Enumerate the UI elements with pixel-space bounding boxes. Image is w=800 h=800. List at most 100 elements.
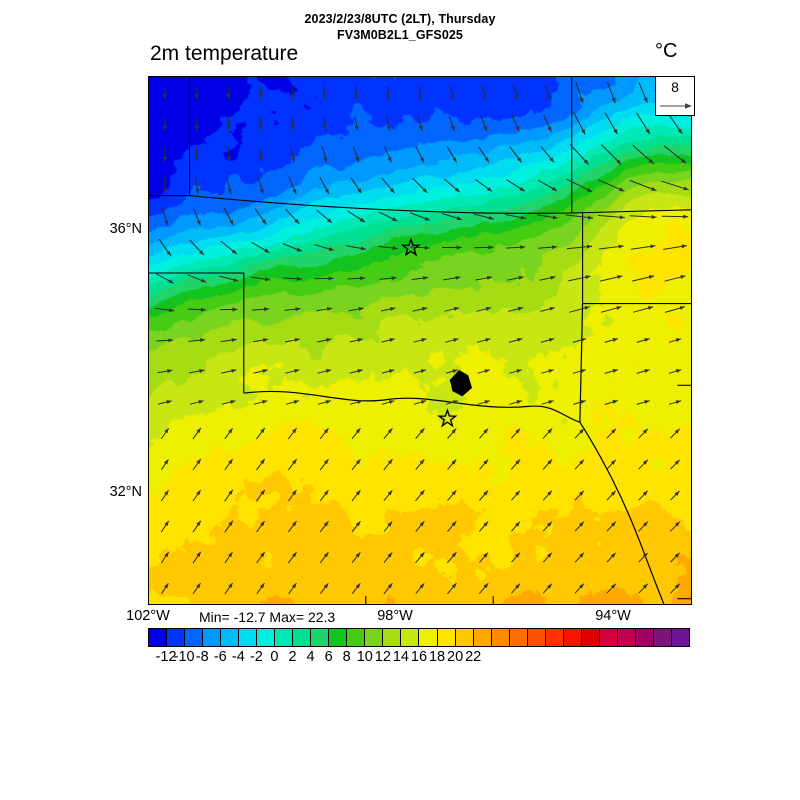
lon-label-98: 98°W [377,608,413,624]
wind-vector [155,273,175,284]
lake-feature [449,370,472,397]
colorbar-cell [473,629,492,646]
wind-vector [447,582,457,595]
map-plot-area [148,76,692,605]
wind-vector [163,177,168,194]
wind-vector [511,115,520,132]
wind-vector [258,116,263,131]
wind-vector [381,400,395,405]
wind-vector [417,115,423,132]
page-title: 2m temperature [150,42,299,65]
wind-vector [287,489,297,502]
wind-vector [630,244,656,250]
wind-vector [160,427,170,440]
wind-vector [599,275,623,282]
wind-vector [573,400,586,405]
wind-vector [320,582,329,595]
wind-vector [669,521,681,532]
wind-vector [192,582,201,595]
wind-vector [507,275,524,281]
wind-vector [638,428,649,439]
wind-vector [668,369,682,374]
colorbar-cell [437,629,456,646]
wind-vector [606,583,617,594]
wind-vector [509,369,522,374]
wind-vector [513,84,519,101]
wind-vector [415,146,425,163]
colorbar-cell [635,629,654,646]
colorbar-tick: 4 [306,649,315,665]
wind-vector [574,521,585,532]
wind-vector [574,428,585,439]
wind-vector [351,551,361,564]
wind-vector [253,400,268,405]
wind-vector [256,427,266,440]
wind-vector [347,210,366,223]
wind-vector [317,338,332,343]
wind-vector [604,112,618,135]
wind-vector [378,211,398,222]
colorbar-tick: 22 [465,649,482,665]
wind-vector [600,144,622,165]
wind-vector [447,428,457,439]
colorbar-tick: -12 [155,649,177,665]
wind-vector [480,115,488,132]
wind-vector [192,551,202,564]
colorbar: -12 -10 -8 -6 -4 -2 0 2 4 6 8 10 12 14 16 18 20 22 [148,628,690,668]
colorbar-tick: 0 [270,649,279,665]
wind-vector [348,307,364,312]
wind-vector [282,243,303,252]
wind-vector [253,369,268,374]
wind-vector [157,369,173,374]
header: 2023/2/23/8UTC (2LT), Thursday FV3M0B2L1… [0,0,800,76]
wind-vector [350,177,363,194]
wind-vector [353,146,360,163]
colorbar-cell [275,629,294,646]
wind-vector [508,338,523,343]
wind-vector [542,490,553,501]
lon-label-94: 94°W [595,608,631,624]
wind-vector [226,176,232,195]
wind-vector [256,582,265,595]
wind-vector [636,369,650,374]
colorbar-cell [653,629,672,646]
wind-vector [224,489,234,502]
wind-vector [538,245,557,250]
wind-vector [319,489,329,502]
wind-vector [287,427,297,440]
wind-vector [510,459,521,470]
wind-vector [192,427,202,440]
wind-vector [224,458,234,471]
wind-vector [412,307,428,312]
wind-vector [287,551,297,564]
temperature-heatmap [149,77,691,604]
wind-vector [384,146,392,163]
wind-vector [349,338,363,343]
wind-vector [413,369,427,374]
wind-vector [638,82,648,103]
colorbar-cell [617,629,636,646]
colorbar-tick: 8 [342,649,351,665]
wind-vector [441,212,463,221]
wind-vector [638,490,649,501]
colorbar-cell [347,629,366,646]
wind-vector [597,214,625,220]
station-star-south [437,408,458,428]
wind-vector [446,146,457,163]
wind-vector [415,583,425,594]
wind-vector [290,146,296,163]
wind-vector [572,338,587,343]
wind-vector [288,458,297,471]
wind-vector [383,582,393,595]
wind-vector [319,427,329,440]
wind-vector [598,179,625,192]
wind-vector [479,428,489,439]
wind-vector [347,276,366,281]
wind-vector [410,245,430,250]
wind-vector [383,521,393,532]
colorbar-tick: -6 [213,649,227,665]
wind-vector [668,338,682,343]
wind-vector [511,521,521,532]
wind-vector [443,178,461,193]
wind-vector [569,144,589,165]
